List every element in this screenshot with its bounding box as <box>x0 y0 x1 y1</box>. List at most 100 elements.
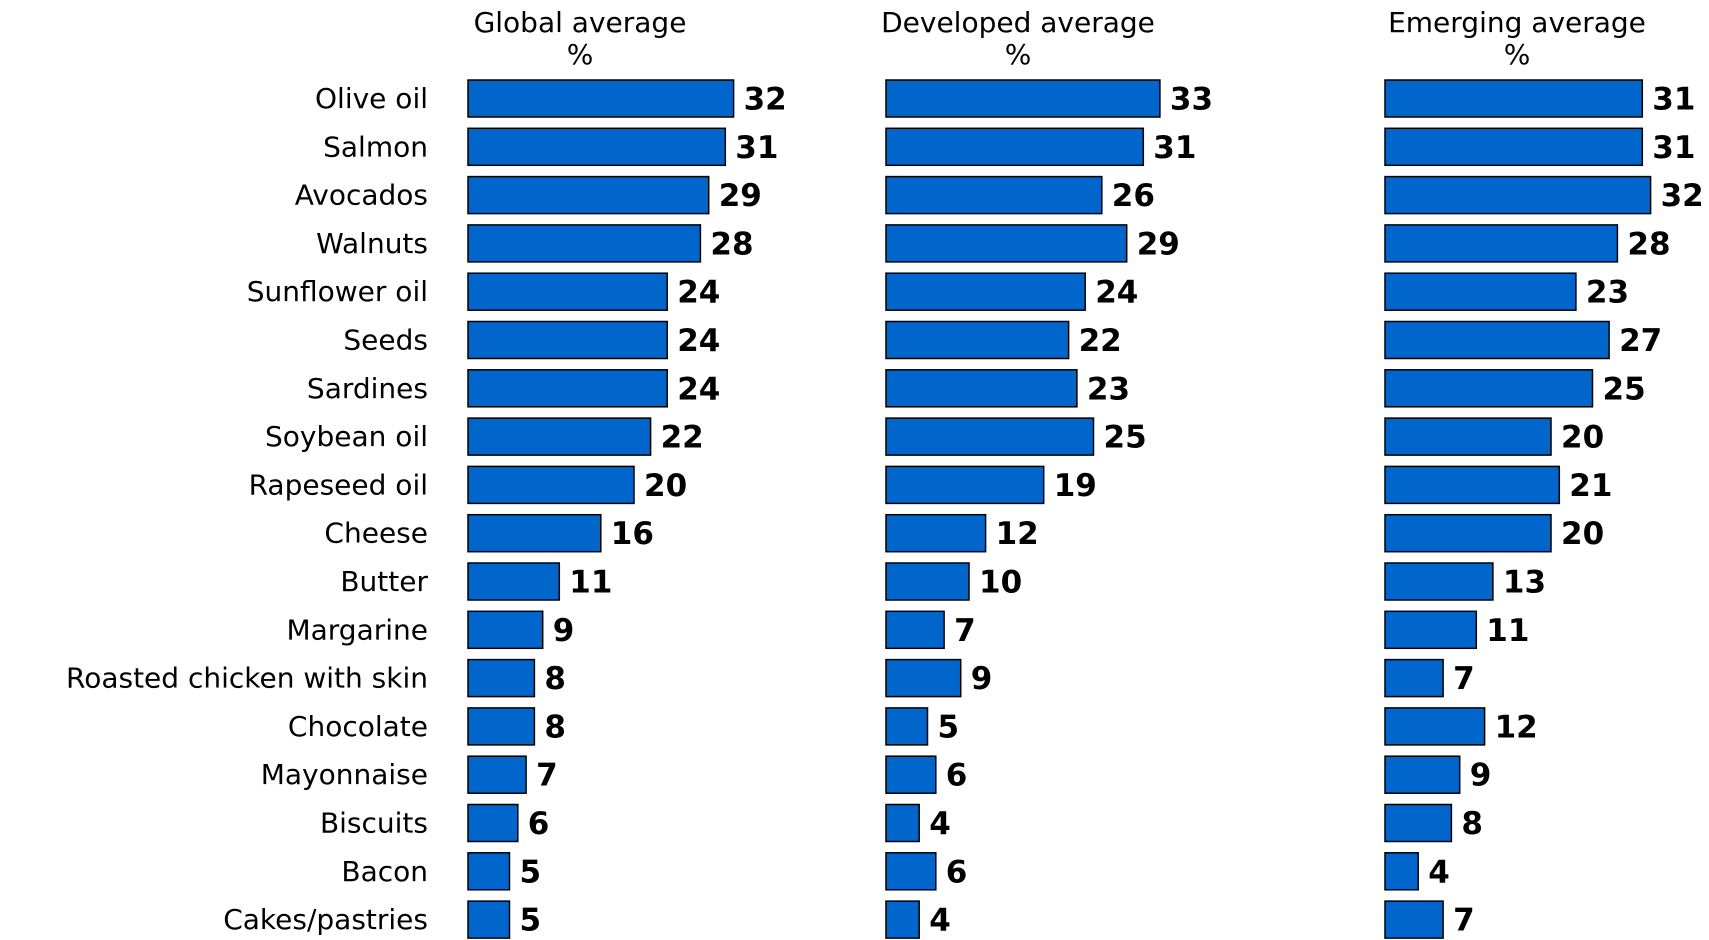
bar-salmon <box>885 127 1145 167</box>
category-labels: Olive oil Salmon Avocados Walnuts Sunflower … <box>66 82 428 936</box>
panel-unit: % <box>567 38 594 71</box>
data-label-rapeseed-oil: 20 <box>644 468 687 504</box>
data-label-biscuits: 4 <box>929 806 951 842</box>
bar-seeds <box>885 320 1070 360</box>
category-label-rapeseed-oil: Rapeseed oil <box>249 468 428 501</box>
bar-olive-oil <box>467 79 735 118</box>
category-label-bacon: Bacon <box>341 855 428 888</box>
bar-olive-oil <box>1384 79 1644 118</box>
bar-bacon <box>467 852 511 891</box>
bar-cakes-pastries <box>1384 900 1444 939</box>
data-label-margarine: 11 <box>1486 613 1529 649</box>
data-label-cakes-pastries: 7 <box>1453 903 1475 939</box>
data-label-seeds: 27 <box>1619 323 1662 359</box>
bar-cheese <box>467 513 602 553</box>
bar-margarine <box>1384 610 1478 650</box>
data-label-walnuts: 28 <box>1627 226 1670 262</box>
bar-seeds <box>1384 320 1610 360</box>
data-label-cheese: 12 <box>996 516 1039 552</box>
bar-cheese <box>1384 513 1552 553</box>
category-label-soybean-oil: Soybean oil <box>265 420 428 453</box>
data-label-margarine: 7 <box>954 613 976 649</box>
chart-panels: Global average% 32 31 29 28 24 24 24 22 20 16 11 9 8 8… <box>467 6 1704 939</box>
category-label-chocolate: Chocolate <box>288 710 428 743</box>
category-label-avocados: Avocados <box>295 179 428 212</box>
data-label-chocolate: 5 <box>938 709 960 745</box>
data-label-rapeseed-oil: 21 <box>1569 468 1612 504</box>
bar-roasted-chicken-with-skin <box>467 658 536 698</box>
data-label-rapeseed-oil: 19 <box>1054 468 1097 504</box>
data-label-bacon: 6 <box>946 854 968 890</box>
bar-sunflower-oil <box>467 272 668 311</box>
data-label-roasted-chicken-with-skin: 9 <box>971 661 993 697</box>
category-label-seeds: Seeds <box>343 324 428 357</box>
data-label-butter: 11 <box>569 565 612 601</box>
category-label-salmon: Salmon <box>323 130 428 163</box>
bar-walnuts <box>885 224 1128 263</box>
data-label-sunflower-oil: 24 <box>677 275 720 311</box>
data-label-roasted-chicken-with-skin: 8 <box>544 661 566 697</box>
category-label-sunflower-oil: Sunflower oil <box>247 275 428 308</box>
data-label-soybean-oil: 20 <box>1561 420 1604 456</box>
bar-bacon <box>885 852 937 891</box>
data-label-margarine: 9 <box>553 613 575 649</box>
bar-rapeseed-oil <box>885 465 1045 505</box>
data-label-sunflower-oil: 24 <box>1095 275 1138 311</box>
bar-soybean-oil <box>1384 417 1552 456</box>
bar-sardines <box>467 369 668 408</box>
bar-margarine <box>467 610 544 650</box>
bar-sardines <box>885 369 1078 408</box>
data-label-cheese: 16 <box>611 516 654 552</box>
data-label-avocados: 29 <box>719 178 762 214</box>
bar-avocados <box>467 175 710 215</box>
bar-salmon <box>1384 127 1644 167</box>
bar-mayonnaise <box>467 755 527 794</box>
data-label-roasted-chicken-with-skin: 7 <box>1453 661 1475 697</box>
bar-biscuits <box>885 803 920 843</box>
data-label-chocolate: 12 <box>1495 709 1538 745</box>
data-label-sardines: 25 <box>1603 371 1646 407</box>
data-label-sardines: 23 <box>1087 371 1130 407</box>
data-label-soybean-oil: 25 <box>1104 420 1147 456</box>
data-label-mayonnaise: 6 <box>946 758 968 794</box>
data-label-salmon: 31 <box>1153 130 1196 166</box>
data-label-mayonnaise: 7 <box>536 758 558 794</box>
category-label-margarine: Margarine <box>286 613 428 646</box>
data-label-butter: 10 <box>979 565 1022 601</box>
panel-title: Global average <box>474 6 687 39</box>
bar-roasted-chicken-with-skin <box>885 658 962 698</box>
bar-butter <box>885 562 970 601</box>
data-label-avocados: 26 <box>1112 178 1155 214</box>
bar-avocados <box>885 175 1103 215</box>
category-label-biscuits: Biscuits <box>320 807 428 840</box>
data-label-cakes-pastries: 4 <box>929 903 951 939</box>
data-label-walnuts: 29 <box>1137 226 1180 262</box>
bar-butter <box>467 562 561 601</box>
panel-global-average: Global average% 32 31 29 28 24 24 24 22 20 16 11 9 8 8… <box>467 6 787 939</box>
bar-biscuits <box>1384 803 1453 843</box>
panel-title: Emerging average <box>1388 6 1646 39</box>
bar-rapeseed-oil <box>467 465 635 505</box>
bar-rapeseed-oil <box>1384 465 1561 505</box>
data-label-salmon: 31 <box>735 130 778 166</box>
bar-sunflower-oil <box>885 272 1086 311</box>
data-label-mayonnaise: 9 <box>1470 758 1492 794</box>
bar-biscuits <box>467 803 519 843</box>
bar-salmon <box>467 127 727 167</box>
data-label-sunflower-oil: 23 <box>1586 275 1629 311</box>
data-label-olive-oil: 33 <box>1170 82 1213 118</box>
category-label-butter: Butter <box>340 565 428 598</box>
bar-mayonnaise <box>885 755 937 794</box>
data-label-sardines: 24 <box>677 371 720 407</box>
data-label-butter: 13 <box>1503 565 1546 601</box>
category-label-sardines: Sardines <box>307 372 428 405</box>
bar-chocolate <box>885 707 929 746</box>
bar-mayonnaise <box>1384 755 1461 794</box>
bar-soybean-oil <box>467 417 652 456</box>
data-label-avocados: 32 <box>1661 178 1704 214</box>
bar-butter <box>1384 562 1494 601</box>
bar-roasted-chicken-with-skin <box>1384 658 1444 698</box>
category-label-mayonnaise: Mayonnaise <box>261 758 428 791</box>
data-label-walnuts: 28 <box>710 226 753 262</box>
